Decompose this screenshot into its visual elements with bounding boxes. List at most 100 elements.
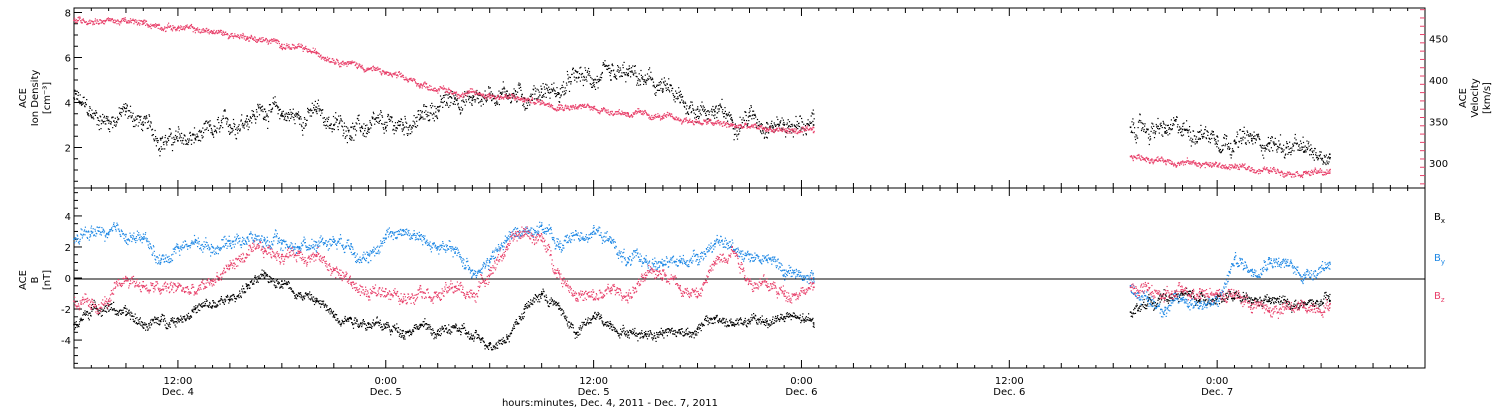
density-point [594,86,595,87]
density-point [432,114,433,115]
velocity-point [1138,154,1139,155]
density-point [636,85,637,86]
density-point [1306,141,1307,142]
density-point [597,76,598,77]
velocity-point [1258,173,1259,174]
bx-point [91,307,92,308]
velocity-point [395,72,396,73]
density-point [310,115,311,116]
velocity-point [485,97,486,98]
density-point [1241,138,1242,139]
density-point [239,130,240,131]
density-point [164,148,165,149]
density-point [714,111,716,113]
density-point [511,101,512,102]
velocity-point [251,35,252,36]
density-point [92,113,93,114]
velocity-point [1189,161,1190,162]
density-point [1225,145,1226,146]
velocity-point [624,112,625,113]
velocity-point [1210,162,1211,163]
density-point [645,75,646,76]
density-point [199,140,200,141]
velocity-point [216,30,217,31]
density-point [1233,151,1234,152]
velocity-point [651,115,652,116]
velocity-point [804,129,805,130]
density-point [294,119,295,120]
density-point [235,134,236,135]
density-point [289,120,290,121]
density-point [116,122,117,123]
velocity-point [1212,163,1213,164]
bx-point [84,313,85,314]
density-point [1290,148,1291,149]
velocity-point [712,124,713,125]
density-point [1193,142,1194,143]
density-point [100,116,101,117]
density-point [686,105,687,106]
density-point [187,139,188,140]
density-point [625,74,626,75]
velocity-point [1284,173,1285,174]
density-point [701,102,702,103]
density-point [739,131,740,132]
density-point [1241,143,1242,144]
density-point [640,81,641,82]
density-point [255,119,256,120]
density-point [225,110,226,111]
density-point [249,120,250,121]
velocity-point [666,114,667,115]
velocity-point [222,33,223,34]
velocity-point [642,111,643,112]
density-point [1162,136,1163,137]
velocity-point [703,119,704,120]
velocity-point [435,88,436,89]
density-point [1220,149,1221,150]
density-point [1141,128,1142,129]
density-point [207,127,208,128]
density-point [529,104,530,105]
density-point [115,118,116,119]
velocity-point [1141,160,1142,161]
bx-point [117,313,118,314]
density-point [1182,129,1184,131]
density-point [171,138,172,139]
density-point [626,72,627,73]
density-point [142,121,143,122]
density-point [424,112,425,113]
density-point [796,124,797,125]
density-point [1255,142,1256,143]
density-point [230,127,231,128]
density-point [549,89,550,90]
density-point [370,122,371,123]
density-point [1307,149,1308,150]
velocity-point [346,66,347,67]
density-point [389,119,390,120]
bx-point [94,307,95,308]
density-point [1277,148,1278,149]
density-point [569,77,570,78]
density-point [403,129,404,130]
velocity-point [1174,163,1175,164]
density-point [418,110,419,111]
density-point [236,127,237,128]
density-point [437,118,438,119]
density-point [1217,137,1218,138]
velocity-point [499,99,500,100]
velocity-point [1131,155,1132,156]
velocity-point [222,35,223,36]
density-point [316,107,317,108]
density-point [772,125,773,126]
density-point [1295,134,1296,135]
density-point [659,84,660,85]
density-point [164,141,165,142]
density-point [513,93,514,94]
velocity-point [604,108,605,109]
velocity-point [259,39,260,40]
density-point [1195,139,1196,140]
density-point [502,92,503,93]
density-point [551,84,552,85]
density-point [539,92,540,93]
density-point [580,67,581,68]
